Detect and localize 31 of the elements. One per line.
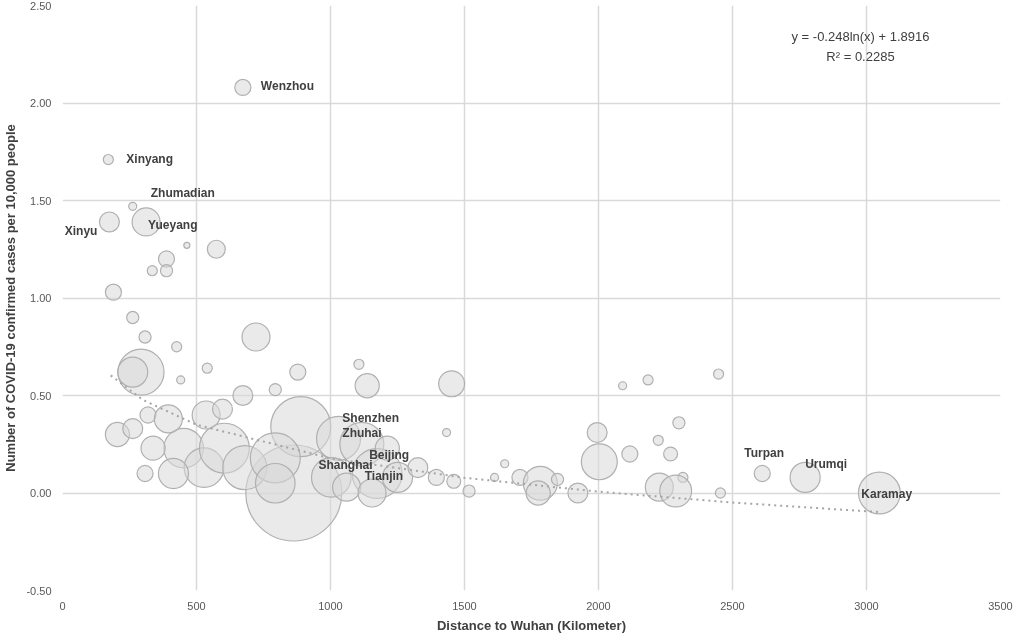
annotation: Turpan (744, 445, 785, 460)
x-axis-title: Distance to Wuhan (Kilometer) (437, 617, 627, 633)
y-tick-label: 1.50 (30, 194, 52, 207)
annotation: Zhuhai (342, 426, 382, 441)
annotation: R² = 0.2285 (826, 48, 895, 64)
annotation: Wenzhou (260, 79, 314, 94)
x-tick-label: 3500 (988, 599, 1013, 612)
annotation: Tianjin (364, 469, 404, 484)
y-tick-label: 2.00 (30, 97, 52, 109)
y-tick-label: 0.50 (30, 389, 52, 402)
annotation: Urumqi (805, 457, 848, 472)
annotation: Beijing (369, 447, 410, 462)
annotation: Xinyu (64, 223, 98, 238)
annotation: Zhumadian (150, 186, 215, 201)
y-tick-label: 1.00 (30, 292, 52, 304)
y-tick-label: 2.50 (30, 0, 52, 12)
x-tick-label: 1000 (318, 599, 343, 612)
x-tick-label: 1500 (452, 599, 477, 612)
annotation: Karamay (861, 487, 913, 501)
x-tick-label: 2500 (720, 599, 745, 612)
annotation: Xinyang (126, 151, 174, 166)
x-tick-label: 500 (187, 599, 206, 612)
annotation: y = -0.248ln(x) + 1.8916 (791, 28, 930, 44)
y-axis-title: Number of COVID-19 confirmed cases per 10,000 people (3, 124, 19, 472)
annotation: Yueyang (148, 217, 198, 232)
y-tick-label: 0.00 (30, 487, 52, 499)
y-tick-label: -0.50 (26, 584, 52, 597)
x-tick-label: 3000 (854, 599, 879, 612)
x-tick-label: 0 (59, 599, 66, 612)
x-tick-label: 2000 (586, 599, 611, 612)
annotation: Shenzhen (342, 410, 399, 425)
